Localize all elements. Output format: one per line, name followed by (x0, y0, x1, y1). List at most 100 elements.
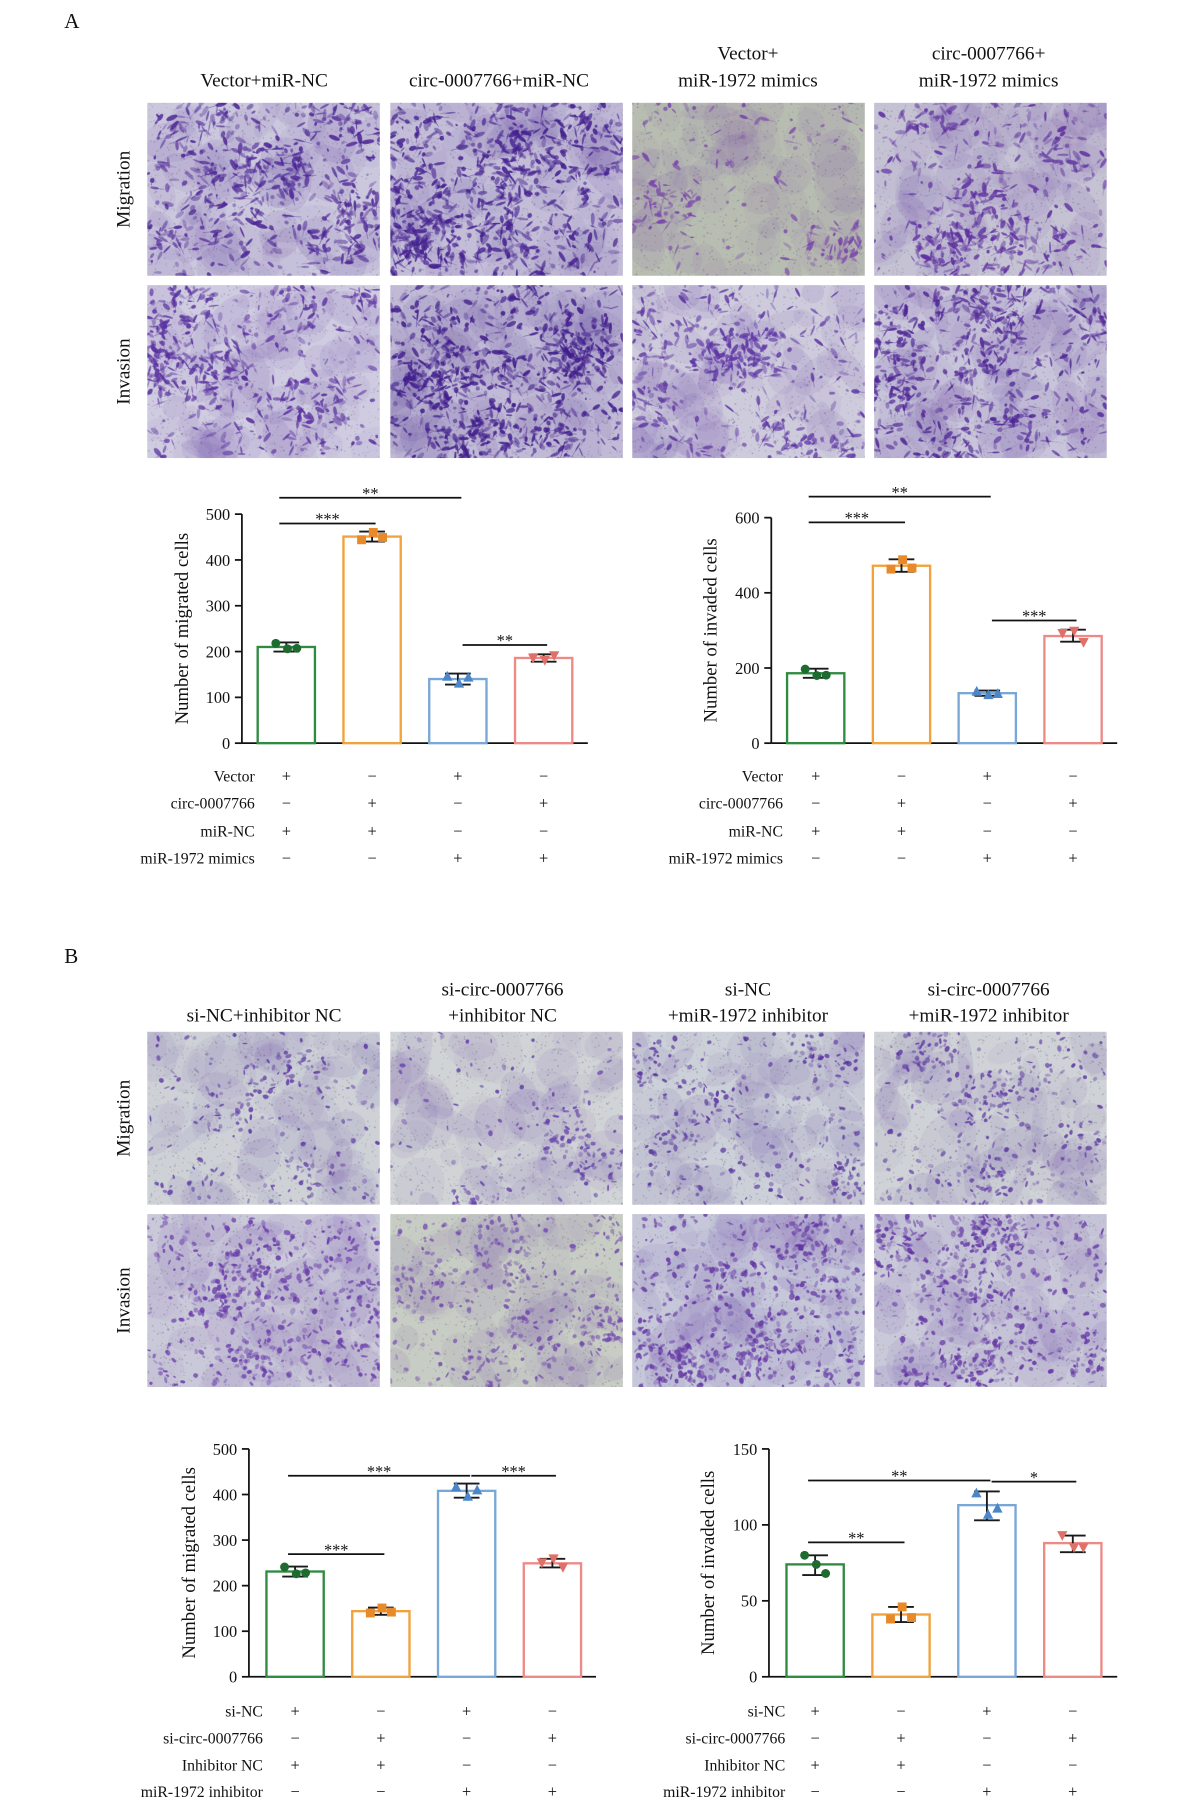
bar-3 (957, 692, 1018, 745)
y-axis-label: Number of invaded cells (698, 1471, 719, 1655)
condition-sign: − (290, 1728, 299, 1747)
micrographs-panel-b (147, 1031, 1107, 1388)
condition-label: Inhibitor NC (704, 1757, 785, 1774)
condition-label: miR-NC (729, 824, 783, 841)
condition-sign: + (462, 1702, 471, 1721)
significance-label: *** (501, 1462, 526, 1481)
data-point (527, 653, 539, 664)
data-point (292, 643, 302, 653)
significance-label: *** (315, 510, 340, 529)
condition-sign: + (548, 1728, 557, 1747)
data-point (800, 664, 810, 674)
condition-label: circ-0007766 (699, 796, 783, 813)
y-tick-label: 200 (213, 1576, 238, 1595)
bar-2 (871, 1613, 931, 1678)
micrograph-b-migration-3 (632, 1031, 865, 1205)
significance-label: *** (324, 1540, 349, 1559)
condition-sign: − (462, 1755, 471, 1774)
significance-label: * (1030, 1468, 1038, 1487)
condition-sign: + (982, 1782, 991, 1801)
condition-sign: − (896, 1782, 905, 1801)
micrograph-b-migration-1 (147, 1031, 380, 1205)
bar-4 (513, 656, 574, 745)
condition-sign: + (376, 1755, 385, 1774)
condition-sign: + (290, 1702, 299, 1721)
y-tick-label: 400 (735, 584, 760, 603)
data-point (1068, 1543, 1080, 1554)
data-point (291, 1569, 301, 1579)
micrograph-b-migration-2 (390, 1031, 623, 1205)
significance-label: ** (848, 1529, 864, 1548)
condition-sign: − (290, 1782, 299, 1801)
y-tick-label: 400 (206, 551, 231, 570)
condition-label: si-circ-0007766 (685, 1730, 785, 1747)
condition-sign: − (548, 1702, 557, 1721)
condition-sign: + (282, 822, 291, 841)
significance-label: ** (892, 483, 908, 502)
condition-label: miR-NC (200, 824, 254, 841)
bar-3 (436, 1489, 497, 1678)
data-point (811, 1559, 821, 1569)
column-header-si-nc-inhibitor-nc: si-NC+inhibitor NC (187, 1005, 342, 1026)
condition-sign: − (982, 1755, 991, 1774)
micrograph-a-migration-1 (147, 102, 380, 276)
condition-sign: + (453, 767, 462, 786)
panel-b: B si-NC+inhibitor NC si-circ-0007766 +in… (64, 944, 1118, 1801)
y-tick-label: 100 (206, 688, 231, 707)
data-point (898, 555, 908, 565)
condition-sign: + (282, 767, 291, 786)
significance-label: ** (362, 484, 378, 503)
condition-label: miR-1972 mimics (140, 851, 254, 868)
data-point (462, 1490, 473, 1501)
row-label-invasion-a: Invasion (114, 338, 135, 405)
condition-sign: − (282, 794, 291, 813)
bar-4 (1043, 634, 1103, 745)
micrograph-b-invasion-2 (390, 1214, 623, 1388)
micrograph-a-invasion-1 (147, 285, 380, 459)
micrographs-panel-a (147, 102, 1107, 459)
condition-sign: + (453, 849, 462, 868)
condition-sign: + (462, 1782, 471, 1801)
condition-sign: − (1068, 1702, 1077, 1721)
condition-sign: − (982, 1728, 991, 1747)
condition-label: miR-1972 mimics (669, 851, 783, 868)
micrograph-b-invasion-3 (632, 1214, 865, 1388)
condition-label: Inhibitor NC (182, 1757, 263, 1774)
data-point (442, 670, 453, 681)
condition-sign: + (811, 767, 820, 786)
condition-sign: − (897, 849, 906, 868)
chart-b-migrated-cells: Number of migrated cells 0 100 200 300 400 500… (141, 1440, 596, 1801)
condition-sign: + (1068, 1782, 1077, 1801)
micrograph-a-invasion-3 (632, 285, 865, 459)
data-point (377, 1603, 387, 1613)
condition-label: Vector (742, 769, 784, 786)
condition-label: miR-1972 inhibitor (663, 1784, 786, 1801)
y-tick-label: 200 (735, 659, 760, 678)
data-point (812, 671, 822, 680)
micrograph-a-invasion-4 (874, 285, 1107, 459)
bar-3 (428, 677, 488, 745)
y-tick-label: 100 (213, 1622, 238, 1641)
condition-sign: + (896, 1755, 905, 1774)
condition-sign: − (897, 767, 906, 786)
data-point (1078, 1543, 1089, 1554)
micrograph-a-migration-4 (874, 102, 1107, 276)
chart-a-invaded-cells: Number of invaded cells0200400600*******… (669, 483, 1118, 868)
condition-label: Vector (214, 769, 256, 786)
condition-sign: + (539, 849, 548, 868)
condition-sign: − (376, 1702, 385, 1721)
condition-sign: + (539, 794, 548, 813)
data-point (365, 1608, 375, 1618)
column-header-si-circ-inhibitor-nc-line1: si-circ-0007766 (442, 980, 564, 1001)
data-point (907, 563, 917, 573)
condition-sign: + (811, 1702, 820, 1721)
micrograph-b-migration-4 (874, 1031, 1107, 1205)
significance-label: *** (367, 1462, 392, 1481)
data-point (271, 638, 281, 648)
condition-sign: − (1068, 822, 1077, 841)
y-tick-label: 100 (733, 1516, 758, 1535)
condition-sign: − (367, 849, 376, 868)
y-tick-label: 600 (735, 508, 760, 527)
column-header-si-circ-mir-inhibitor-line1: si-circ-0007766 (928, 980, 1050, 1001)
condition-label: circ-0007766 (171, 796, 255, 813)
